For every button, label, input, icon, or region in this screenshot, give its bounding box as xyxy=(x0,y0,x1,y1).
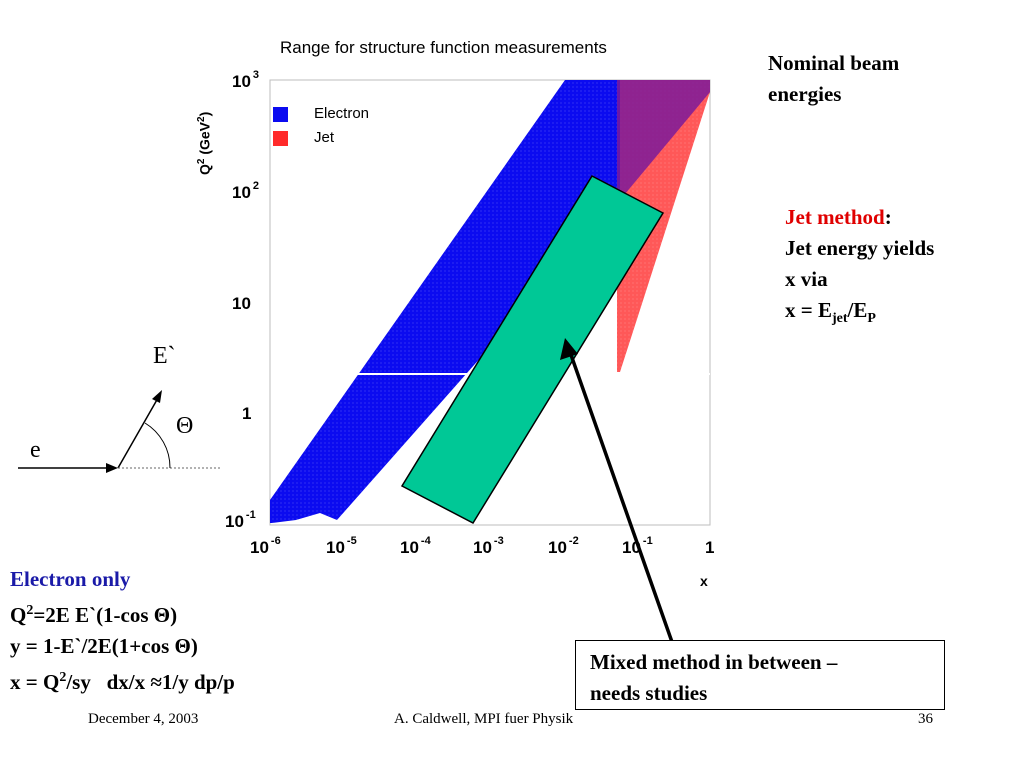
x-tick: 10-4 xyxy=(400,538,431,558)
footer-page-number: 36 xyxy=(918,711,933,728)
y-tick: 10-1 xyxy=(225,512,256,532)
outgoing-arrowhead xyxy=(152,390,162,403)
electron-only-title: Electron only xyxy=(10,564,235,595)
nominal-note: Nominal beam energies xyxy=(768,48,899,110)
pointer-arrow xyxy=(550,330,690,650)
x-tick: 1 xyxy=(705,538,714,558)
y-tick: 1 xyxy=(242,404,253,424)
jet-method-note: Jet method: Jet energy yields x via x = … xyxy=(785,202,934,334)
x-tick: 10-3 xyxy=(473,538,504,558)
plot-title: Range for structure function measurement… xyxy=(280,38,607,58)
e-prime-label: E` xyxy=(153,343,176,370)
theta-label: Θ xyxy=(176,413,193,440)
scattering-diagram xyxy=(0,340,240,490)
y-axis-label: Q2 (GeV2) xyxy=(196,112,213,175)
x-tick: 10-5 xyxy=(326,538,357,558)
jet-method-title: Jet method xyxy=(785,205,885,229)
e-label: e xyxy=(30,437,41,464)
mixed-method-box: Mixed method in between – needs studies xyxy=(575,640,945,710)
y-tick: 102 xyxy=(232,183,259,203)
incoming-arrowhead xyxy=(106,463,118,473)
footer-author: A. Caldwell, MPI fuer Physik xyxy=(394,711,573,728)
x-axis-label: x xyxy=(700,573,708,589)
legend-label-jet: Jet xyxy=(314,129,334,146)
footer-date: December 4, 2003 xyxy=(88,711,198,728)
legend-swatch-jet xyxy=(273,131,288,146)
legend-label-electron: Electron xyxy=(314,105,369,122)
y-tick: 10 xyxy=(232,294,253,314)
jet-formula: x = Ejet/EP xyxy=(785,295,934,334)
electron-only-note: Electron only Q2=2E E`(1-cos Θ) y = 1-E`… xyxy=(10,564,235,698)
x-tick: 10-6 xyxy=(250,538,281,558)
legend-swatch-electron xyxy=(273,107,288,122)
y-tick: 103 xyxy=(232,72,259,92)
pointer-arrowhead xyxy=(560,338,578,360)
